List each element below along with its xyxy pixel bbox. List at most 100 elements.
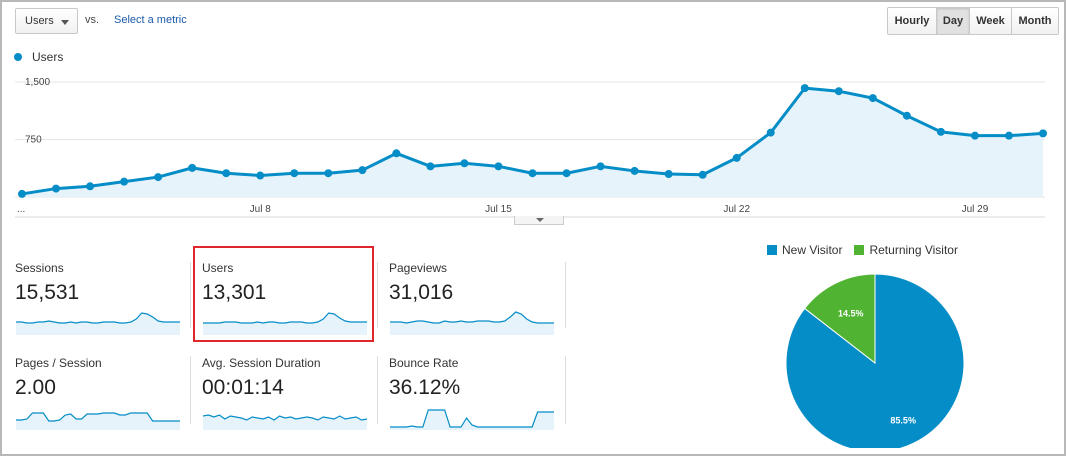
x-tick-label: Jul 8 bbox=[250, 204, 272, 215]
vs-label: vs. bbox=[85, 14, 100, 26]
data-point[interactable] bbox=[936, 127, 945, 136]
users-highlight-box bbox=[193, 246, 374, 342]
metric-value: 00:01:14 bbox=[202, 376, 284, 399]
new-visitor-swatch bbox=[767, 245, 777, 255]
metric-selector-label: Users bbox=[25, 15, 54, 27]
metric-bounce-rate[interactable]: Bounce Rate 36.12% bbox=[389, 356, 559, 437]
data-point[interactable] bbox=[358, 166, 367, 175]
x-tick-label: Jul 29 bbox=[962, 204, 989, 215]
sparkline-fill bbox=[203, 313, 367, 335]
sparkline-line bbox=[16, 412, 180, 422]
data-point[interactable] bbox=[426, 162, 435, 171]
divider bbox=[377, 262, 378, 328]
metric-label: Sessions bbox=[15, 261, 64, 275]
metric-avg-session-duration[interactable]: Avg. Session Duration 00:01:14 bbox=[202, 356, 372, 437]
divider bbox=[190, 262, 191, 328]
pageviews-sparkline bbox=[390, 311, 554, 335]
data-point[interactable] bbox=[86, 182, 95, 191]
data-point[interactable] bbox=[800, 84, 809, 93]
metric-selector-dropdown[interactable]: Users bbox=[15, 8, 78, 34]
returning-visitor-swatch bbox=[854, 245, 865, 255]
data-point[interactable] bbox=[596, 162, 605, 171]
data-point[interactable] bbox=[188, 163, 197, 172]
data-point[interactable] bbox=[18, 189, 26, 198]
legend-label: New Visitor bbox=[782, 243, 843, 257]
users-line-chart: 1,500 750... Jul 8 Jul 15 Jul 22 Jul 29 bbox=[15, 77, 1047, 218]
pages-per-session-sparkline bbox=[16, 412, 180, 430]
sparkline-line bbox=[203, 312, 367, 324]
metric-value: 15,531 bbox=[15, 281, 80, 304]
sparkline-line bbox=[390, 409, 554, 428]
data-point[interactable] bbox=[1039, 129, 1047, 138]
metric-sessions[interactable]: Sessions 15,531 bbox=[15, 261, 185, 342]
metric-pageviews[interactable]: Pageviews 31,016 bbox=[389, 261, 559, 342]
sparkline-line bbox=[390, 311, 554, 324]
collapse-chart-handle[interactable] bbox=[514, 216, 564, 225]
data-point[interactable] bbox=[698, 170, 707, 179]
hourly-button[interactable]: Hourly bbox=[888, 8, 937, 34]
pie-slice-returning-visitor[interactable] bbox=[803, 273, 876, 365]
metric-label: Pageviews bbox=[389, 261, 448, 275]
data-point[interactable] bbox=[290, 169, 299, 178]
data-point[interactable] bbox=[460, 159, 469, 168]
metric-label: Users bbox=[202, 261, 234, 275]
sessions-sparkline bbox=[16, 312, 180, 335]
data-point[interactable] bbox=[1004, 131, 1013, 140]
data-point[interactable] bbox=[52, 184, 61, 193]
data-point[interactable] bbox=[392, 149, 401, 158]
sparkline-fill bbox=[16, 413, 180, 430]
data-point[interactable] bbox=[154, 173, 163, 182]
x-tick-label: Jul 22 bbox=[723, 204, 750, 215]
sparkline-fill bbox=[203, 415, 367, 430]
data-point[interactable] bbox=[528, 169, 537, 178]
week-button[interactable]: Week bbox=[970, 8, 1012, 34]
data-point[interactable] bbox=[120, 177, 129, 186]
legend-label: Returning Visitor bbox=[869, 243, 958, 257]
metric-pages-per-session[interactable]: Pages / Session 2.00 bbox=[15, 356, 185, 437]
bounce-rate-sparkline bbox=[390, 409, 554, 430]
sparkline-fill bbox=[390, 410, 554, 430]
sparkline-fill bbox=[390, 312, 554, 335]
month-button[interactable]: Month bbox=[1012, 8, 1058, 34]
chevron-down-icon bbox=[61, 20, 69, 25]
data-point[interactable] bbox=[562, 169, 571, 178]
data-point[interactable] bbox=[902, 111, 911, 120]
data-point[interactable] bbox=[970, 131, 979, 140]
data-point[interactable] bbox=[732, 153, 741, 162]
data-point[interactable] bbox=[630, 166, 639, 175]
legend-item-new-visitor[interactable]: New Visitor bbox=[767, 243, 842, 257]
metric-value: 31,016 bbox=[389, 281, 454, 304]
data-point[interactable] bbox=[494, 162, 503, 171]
x-tick-label: Jul 15 bbox=[485, 204, 512, 215]
chart-legend: Users bbox=[14, 50, 63, 64]
metric-label: Pages / Session bbox=[15, 356, 102, 370]
divider bbox=[565, 262, 566, 328]
metric-users[interactable]: Users 13,301 bbox=[202, 261, 372, 342]
data-point[interactable] bbox=[256, 171, 265, 180]
users-area-fill bbox=[22, 88, 1043, 197]
data-point[interactable] bbox=[664, 170, 673, 178]
legend-item-returning-visitor[interactable]: Returning Visitor bbox=[854, 243, 958, 257]
pie-slice-label: 14.5% bbox=[838, 308, 864, 318]
sparkline-line bbox=[16, 312, 180, 324]
avg-session-duration-sparkline bbox=[202, 414, 368, 430]
data-point[interactable] bbox=[324, 169, 333, 178]
pie-slice-label: 85.5% bbox=[890, 416, 916, 426]
y-tick-label: 750 bbox=[25, 135, 42, 146]
sparkline-line bbox=[202, 414, 368, 421]
users-sparkline bbox=[203, 312, 367, 335]
data-point[interactable] bbox=[766, 128, 775, 137]
pie-legend: New Visitor Returning Visitor bbox=[767, 243, 970, 257]
day-button[interactable]: Day bbox=[937, 8, 970, 34]
metric-value: 36.12% bbox=[389, 376, 461, 399]
x-tick-label: ... bbox=[17, 204, 25, 215]
chevron-down-icon bbox=[536, 218, 544, 222]
select-metric-link[interactable]: Select a metric bbox=[114, 14, 187, 26]
metric-value: 2.00 bbox=[15, 376, 56, 399]
metric-label: Bounce Rate bbox=[389, 356, 459, 370]
data-point[interactable] bbox=[834, 87, 843, 96]
users-series-dot bbox=[14, 53, 22, 61]
data-point[interactable] bbox=[222, 169, 231, 178]
data-point[interactable] bbox=[868, 94, 877, 103]
